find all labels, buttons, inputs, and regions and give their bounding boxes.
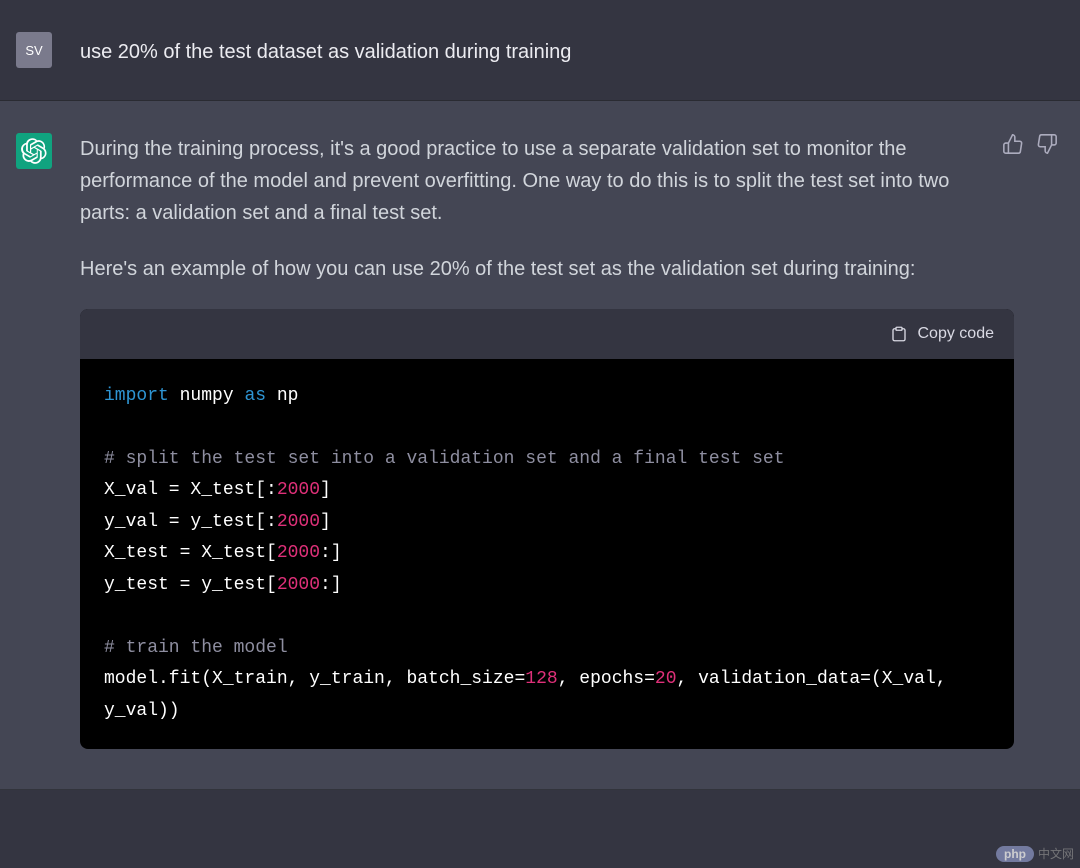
copy-code-button[interactable]: Copy code	[918, 321, 995, 347]
code-content: import numpy as np # split the test set …	[80, 359, 1014, 750]
watermark: php 中文网	[996, 845, 1074, 862]
code-block: Copy code import numpy as np # split the…	[80, 309, 1014, 749]
user-message: SV use 20% of the test dataset as valida…	[0, 0, 1080, 101]
feedback-buttons	[1002, 133, 1058, 155]
watermark-text: 中文网	[1038, 845, 1074, 862]
openai-logo-icon	[21, 138, 47, 164]
thumbs-up-icon[interactable]	[1002, 133, 1024, 155]
thumbs-down-icon[interactable]	[1036, 133, 1058, 155]
user-avatar: SV	[16, 32, 52, 68]
clipboard-icon	[890, 325, 908, 343]
assistant-avatar	[16, 133, 52, 169]
assistant-paragraph-1: During the training process, it's a good…	[80, 133, 994, 229]
user-message-text: use 20% of the test dataset as validatio…	[80, 32, 1064, 68]
assistant-paragraph-2: Here's an example of how you can use 20%…	[80, 253, 994, 285]
assistant-content: During the training process, it's a good…	[80, 133, 1064, 749]
assistant-message: During the training process, it's a good…	[0, 101, 1080, 790]
code-header: Copy code	[80, 309, 1014, 359]
watermark-pill: php	[996, 846, 1034, 862]
user-avatar-text: SV	[25, 43, 42, 58]
